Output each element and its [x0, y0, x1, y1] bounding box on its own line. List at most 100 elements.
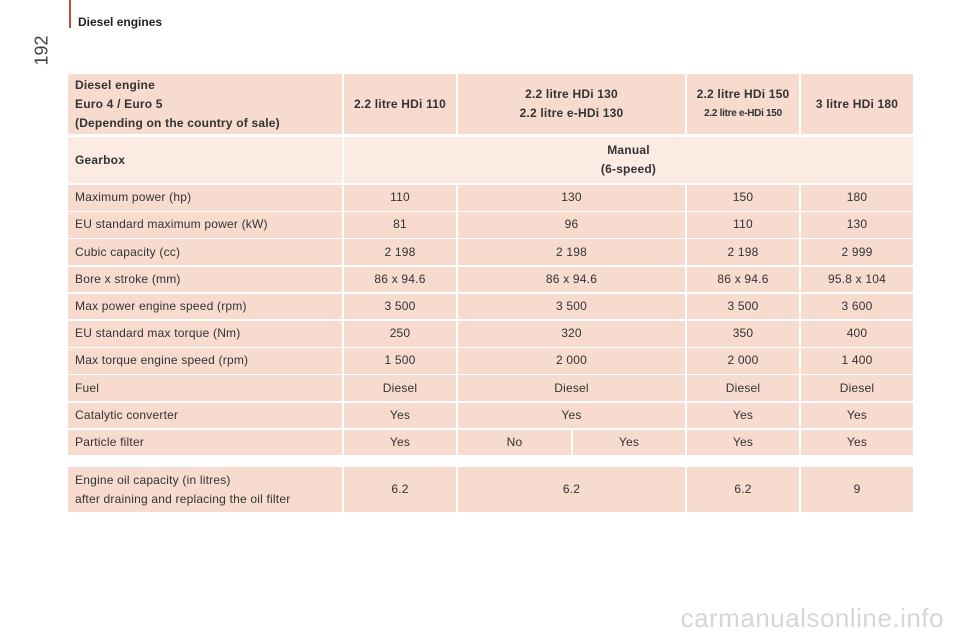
cell-text: 2.2 litre e-HDi 130 [519, 106, 624, 120]
row-label: Catalytic converter [68, 402, 342, 429]
row-label: Gearbox [68, 137, 342, 183]
value-cell: 81 [344, 212, 456, 238]
cell-text: Yes [732, 407, 754, 422]
cell-text: 2 999 [841, 244, 873, 259]
row-label: Maximum power (hp) [68, 185, 342, 211]
cell-text: EU standard max torque (Nm) [75, 326, 241, 341]
value-cell: Yes [344, 402, 456, 429]
cell-text: 2.2 litre HDi 130 [525, 87, 618, 101]
cell-text: Diesel [725, 380, 761, 395]
cell-text: Cubic capacity (cc) [75, 244, 181, 259]
cell-text: 95.8 x 104 [827, 271, 887, 286]
value-cell: 86 x 94.6 [687, 266, 799, 293]
row-label: Max torque engine speed (rpm) [68, 348, 342, 374]
cell-text: 81 [393, 217, 407, 232]
cell-text: 2 198 [555, 244, 588, 259]
cell-text: Engine oil capacity (in litres) [75, 472, 231, 487]
cell-text: Diesel [382, 380, 418, 395]
cell-text: Yes [846, 435, 868, 450]
value-cell: 2 198 [344, 239, 456, 265]
row-label: Engine oil capacity (in litres) after dra… [68, 467, 342, 512]
cell-text: Maximum power (hp) [75, 190, 192, 205]
cell-text: 6.2 [562, 482, 581, 496]
value-cell: 95.8 x 104 [801, 266, 913, 293]
value-cell: 110 [344, 185, 456, 211]
cell-text: 3 500 [384, 299, 416, 314]
cell-text: 250 [389, 326, 411, 341]
cell-text: 2.2 litre e-HDi 150 [704, 108, 782, 119]
row-label: Bore x stroke (mm) [68, 266, 342, 293]
value-cell: Diesel [687, 375, 799, 401]
value-cell: Diesel [458, 375, 685, 401]
cell-text: 86 x 94.6 [545, 271, 598, 286]
value-cell: No [458, 429, 571, 456]
value-cell: 130 [801, 212, 913, 238]
value-cell: Yes [458, 402, 685, 429]
value-cell: 3 500 [687, 293, 799, 320]
cell-text: 2.2 litre HDi 110 [353, 96, 447, 111]
value-cell: 3 500 [458, 293, 685, 320]
value-cell: 86 x 94.6 [458, 266, 685, 293]
watermark: carmanualsonline.info [680, 603, 944, 633]
gearbox-value: Manual (6-speed) [344, 137, 913, 183]
value-cell: 180 [801, 185, 913, 211]
value-cell: Diesel [801, 375, 913, 401]
cell-text: 2 198 [384, 244, 416, 259]
page-number: 192 [31, 35, 52, 66]
cell-text: 180 [846, 190, 868, 205]
value-cell: 2 000 [458, 348, 685, 374]
cell-text: (6-speed) [600, 162, 657, 176]
header-cell: Diesel engine Euro 4 / Euro 5 (Depending o… [68, 74, 342, 134]
value-cell: 2 000 [687, 348, 799, 374]
value-cell: Diesel [344, 375, 456, 401]
cell-text: Fuel [75, 380, 100, 395]
value-cell: 1 400 [801, 348, 913, 374]
cell-text: 130 [561, 190, 582, 205]
cell-text: Catalytic converter [75, 407, 179, 422]
value-cell: Yes [801, 402, 913, 429]
cell-text: 2 198 [727, 244, 759, 259]
value-cell: 320 [458, 321, 685, 347]
cell-text: 3 500 [727, 299, 759, 314]
row-label: Max power engine speed (rpm) [68, 293, 342, 320]
cell-text: 2.2 litre HDi 150 [696, 87, 790, 101]
value-cell: 3 500 [344, 293, 456, 320]
cell-text: Bore x stroke (mm) [75, 271, 181, 286]
cell-text: EU standard maximum power (kW) [75, 217, 268, 232]
cell-text: Euro 4 / Euro 5 [75, 96, 163, 111]
cell-text: 350 [732, 326, 754, 341]
value-cell: Yes [687, 429, 799, 456]
value-cell: 86 x 94.6 [344, 266, 456, 293]
value-cell: 2 198 [687, 239, 799, 265]
value-cell: Yes [344, 429, 456, 456]
cell-text: 6.2 [391, 482, 409, 496]
cell-text: Yes [389, 435, 411, 450]
cell-text: 1 500 [384, 353, 416, 368]
section-title: Diesel engines [78, 15, 163, 29]
cell-text: 3 litre HDi 180 [815, 96, 899, 111]
value-cell: 110 [687, 212, 799, 238]
value-cell: 96 [458, 212, 685, 238]
row-label: Cubic capacity (cc) [68, 239, 342, 265]
cell-text: Max torque engine speed (rpm) [75, 353, 249, 368]
cell-text: 150 [732, 190, 754, 205]
cell-text: (Depending on the country of sale) [75, 115, 280, 130]
value-cell: 9 [801, 467, 913, 512]
cell-text: 110 [390, 190, 410, 205]
cell-text: Particle filter [75, 435, 145, 450]
header-cell: 2.2 litre HDi 130 2.2 litre e-HDi 130 [458, 74, 685, 134]
cell-text: 2 000 [727, 353, 759, 368]
cell-text: 9 [853, 482, 861, 496]
value-cell: 6.2 [687, 467, 799, 512]
value-cell: 2 999 [801, 239, 913, 265]
row-label: Particle filter [68, 429, 342, 456]
value-cell: Yes [573, 429, 685, 456]
header-cell: 2.2 litre HDi 110 [344, 74, 456, 134]
cell-text: 110 [733, 217, 753, 232]
cell-text: 2 000 [555, 353, 588, 368]
value-cell: 6.2 [458, 467, 685, 512]
value-cell: 1 500 [344, 348, 456, 374]
cell-text: Manual [607, 143, 650, 157]
cell-text: Diesel [839, 380, 875, 395]
value-cell: 2 198 [458, 239, 685, 265]
